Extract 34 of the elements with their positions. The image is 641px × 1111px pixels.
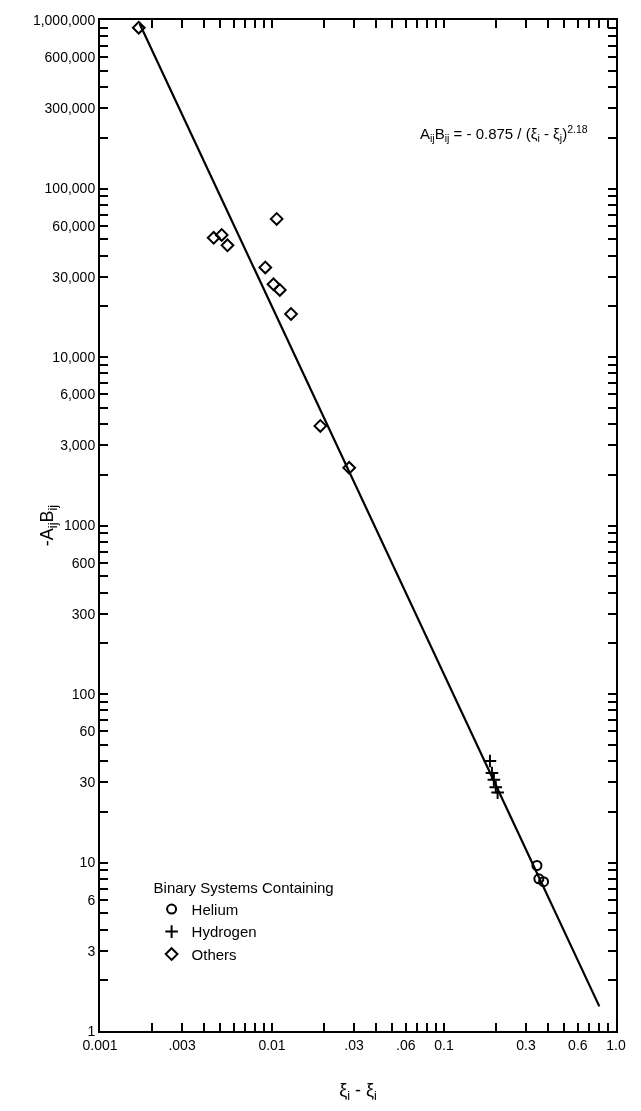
legend-label: Others — [191, 945, 237, 963]
y-tick-label: 300,000 — [44, 100, 96, 117]
y-tick-label: 3 — [87, 942, 96, 959]
y-tick-label: 600 — [71, 554, 96, 571]
y-tick-label: 30,000 — [52, 268, 96, 285]
y-tick-label: 3,000 — [60, 437, 96, 454]
x-tick-label: .03 — [344, 1036, 364, 1053]
x-axis-title: ξ$_{i}$ - ξ$_{i}$ — [339, 1080, 377, 1103]
y-tick-label: 10,000 — [52, 348, 96, 365]
x-tick-label: .003 — [168, 1036, 196, 1053]
y-tick-label: 6 — [87, 891, 96, 908]
y-tick-label: 100 — [71, 685, 96, 702]
x-tick-label: 0.1 — [434, 1036, 454, 1053]
legend-label: Hydrogen — [191, 923, 257, 941]
y-tick-label: 60,000 — [52, 217, 96, 234]
y-tick-label: 300 — [71, 605, 96, 622]
text: A$_{ij}$B$_{ij}$ = - 0.875 / (ξ$_{i}$ - ξ$_{j}$)$^{2.18}$ — [420, 123, 588, 145]
y-tick-label: 10 — [79, 854, 96, 871]
y-tick-label: 1 — [87, 1022, 96, 1039]
x-tick-label: 0.01 — [258, 1036, 286, 1053]
x-tick-label: 0.6 — [568, 1036, 588, 1053]
y-tick-label: 6,000 — [60, 386, 96, 403]
legend-title: Binary Systems Containing — [153, 878, 334, 896]
x-tick-label: 1.0 — [606, 1036, 626, 1053]
x-tick-label: 0.001 — [82, 1036, 118, 1053]
y-tick-label: 1,000,000 — [32, 11, 96, 28]
y-tick-label: 1000 — [64, 517, 96, 534]
y-tick-label: 600,000 — [44, 49, 96, 66]
y-tick-label: 60 — [79, 723, 96, 740]
x-tick-label: 0.3 — [516, 1036, 536, 1053]
y-tick-label: 30 — [79, 774, 96, 791]
legend-label: Helium — [191, 900, 239, 918]
y-tick-label: 100,000 — [44, 180, 96, 197]
x-tick-label: .06 — [396, 1036, 416, 1053]
